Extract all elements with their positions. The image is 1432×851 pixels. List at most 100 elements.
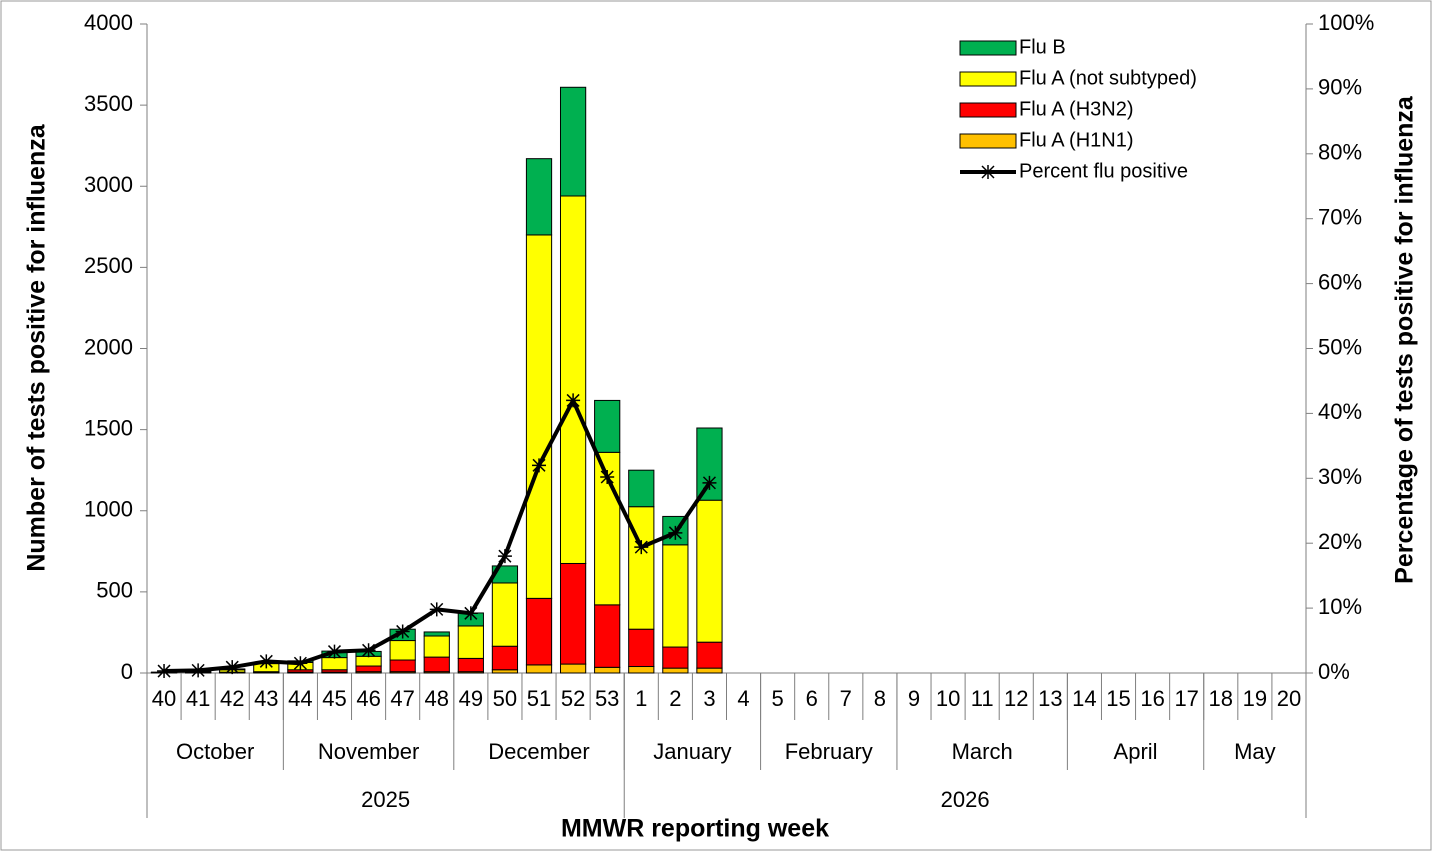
y-tick-label: 3000 — [84, 172, 133, 197]
bar-segment — [389, 640, 416, 661]
line-marker — [191, 663, 206, 678]
x-tick-label: 9 — [908, 686, 920, 711]
bar-segment — [559, 663, 587, 674]
bar-segment — [594, 666, 621, 674]
bar-segment — [457, 657, 484, 673]
bar-segment — [559, 86, 587, 197]
bar-segment — [594, 399, 621, 453]
y2-tick-label: 40% — [1318, 399, 1362, 424]
legend-swatch — [959, 71, 1017, 87]
legend-swatch — [959, 102, 1017, 118]
x-tick-label: 1 — [635, 686, 647, 711]
legend-label: Flu A (H1N1) — [1019, 129, 1133, 151]
month-label: November — [318, 739, 419, 764]
line-marker — [463, 606, 478, 621]
bar-segment — [628, 628, 655, 668]
y-axis-label: Number of tests positive for influenza — [23, 123, 51, 571]
x-tick-label: 41 — [186, 686, 210, 711]
y-tick-label: 0 — [121, 659, 133, 684]
line-marker — [293, 656, 308, 671]
x-tick-label: 3 — [703, 686, 715, 711]
x-tick-label: 53 — [595, 686, 619, 711]
line-marker — [259, 654, 274, 669]
bar-segment — [355, 655, 382, 667]
x-tick-label: 15 — [1106, 686, 1130, 711]
x-tick-label: 6 — [806, 686, 818, 711]
bar-segment — [525, 158, 553, 236]
bar-segment — [525, 234, 553, 599]
bar-segment — [389, 659, 416, 673]
x-tick-label: 43 — [254, 686, 278, 711]
bar-segment — [491, 582, 519, 647]
x-tick-label: 10 — [936, 686, 960, 711]
bar-segment — [662, 544, 689, 648]
bar-segment — [662, 646, 689, 669]
x-tick-label: 14 — [1072, 686, 1096, 711]
x-tick-label: 16 — [1140, 686, 1164, 711]
bar-segment — [628, 469, 655, 508]
x-tick-label: 49 — [459, 686, 483, 711]
line-marker — [566, 393, 581, 408]
month-label: December — [488, 739, 589, 764]
month-label: April — [1114, 739, 1158, 764]
y2-tick-label: 80% — [1318, 140, 1362, 165]
x-tick-label: 45 — [322, 686, 346, 711]
line-marker — [600, 470, 615, 485]
month-label: March — [952, 739, 1013, 764]
legend-marker — [981, 165, 995, 179]
bar-segment — [457, 625, 484, 659]
bar-segment — [696, 499, 723, 643]
x-tick-label: 12 — [1004, 686, 1028, 711]
x-tick-label: 7 — [840, 686, 852, 711]
bar-segment — [525, 597, 553, 666]
x-tick-label: 52 — [561, 686, 585, 711]
bar-segment — [559, 195, 587, 564]
x-tick-label: 17 — [1174, 686, 1198, 711]
y-tick-label: 1000 — [84, 497, 133, 522]
y2-tick-label: 0% — [1318, 659, 1350, 684]
x-tick-label: 51 — [527, 686, 551, 711]
bar-segment — [594, 604, 621, 668]
x-tick-label: 46 — [356, 686, 380, 711]
bar-segment — [423, 631, 450, 637]
bar-segment — [525, 664, 553, 674]
x-tick-label: 2 — [669, 686, 681, 711]
year-label: 2025 — [361, 787, 410, 812]
bar-segment — [491, 645, 519, 671]
y-tick-label: 500 — [96, 578, 133, 603]
line-marker — [327, 644, 342, 659]
x-tick-label: 40 — [152, 686, 176, 711]
bar-segment — [628, 666, 655, 674]
legend-label: Percent flu positive — [1019, 160, 1188, 182]
month-label: February — [785, 739, 873, 764]
line-marker — [668, 525, 683, 540]
x-axis-label: MMWR reporting week — [561, 815, 829, 843]
month-label: May — [1234, 739, 1276, 764]
y-tick-label: 1500 — [84, 415, 133, 440]
y-tick-label: 2000 — [84, 334, 133, 359]
y-tick-label: 2500 — [84, 253, 133, 278]
line-marker — [532, 458, 547, 473]
y2-tick-label: 50% — [1318, 334, 1362, 359]
line-marker — [395, 624, 410, 639]
legend-label: Flu A (H3N2) — [1019, 98, 1133, 120]
line-marker — [497, 549, 512, 564]
bar-segment — [423, 635, 450, 658]
y2-tick-label: 30% — [1318, 464, 1362, 489]
y2-tick-label: 20% — [1318, 529, 1362, 554]
y-tick-label: 3500 — [84, 91, 133, 116]
month-label: October — [176, 739, 254, 764]
x-tick-label: 4 — [737, 686, 749, 711]
bar-segment — [696, 641, 723, 669]
x-tick-label: 13 — [1038, 686, 1062, 711]
line-marker — [634, 540, 649, 555]
x-tick-label: 11 — [971, 686, 994, 711]
x-tick-label: 5 — [772, 686, 784, 711]
line-marker — [157, 664, 172, 679]
line-marker — [225, 660, 240, 675]
line-marker — [361, 643, 376, 658]
x-tick-label: 18 — [1209, 686, 1233, 711]
